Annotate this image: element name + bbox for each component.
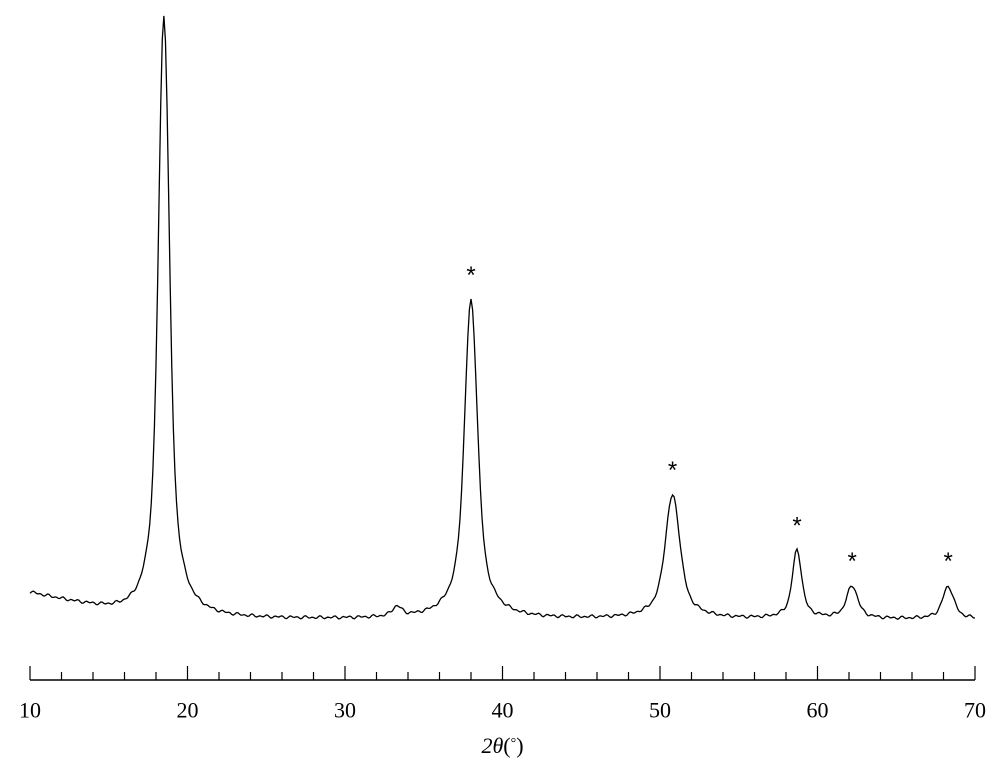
peak-marker: * xyxy=(668,457,677,484)
x-axis-label: 2θ(°) xyxy=(481,733,523,758)
chart-bg xyxy=(0,0,1000,771)
peak-marker: * xyxy=(792,512,801,539)
x-tick-label: 40 xyxy=(492,698,514,723)
peak-marker: * xyxy=(159,0,168,3)
xrd-chart: * * * * * * 10 20 30 40 50 60 70 2θ(°) xyxy=(0,0,1000,771)
peak-marker: * xyxy=(847,548,856,575)
x-tick-label: 60 xyxy=(807,698,829,723)
peak-marker: * xyxy=(466,262,475,289)
x-tick-label: 20 xyxy=(177,698,199,723)
x-tick-label: 10 xyxy=(19,698,41,723)
x-tick-label: 50 xyxy=(649,698,671,723)
peak-marker: * xyxy=(944,548,953,575)
x-tick-label: 30 xyxy=(334,698,356,723)
x-tick-label: 70 xyxy=(964,698,986,723)
